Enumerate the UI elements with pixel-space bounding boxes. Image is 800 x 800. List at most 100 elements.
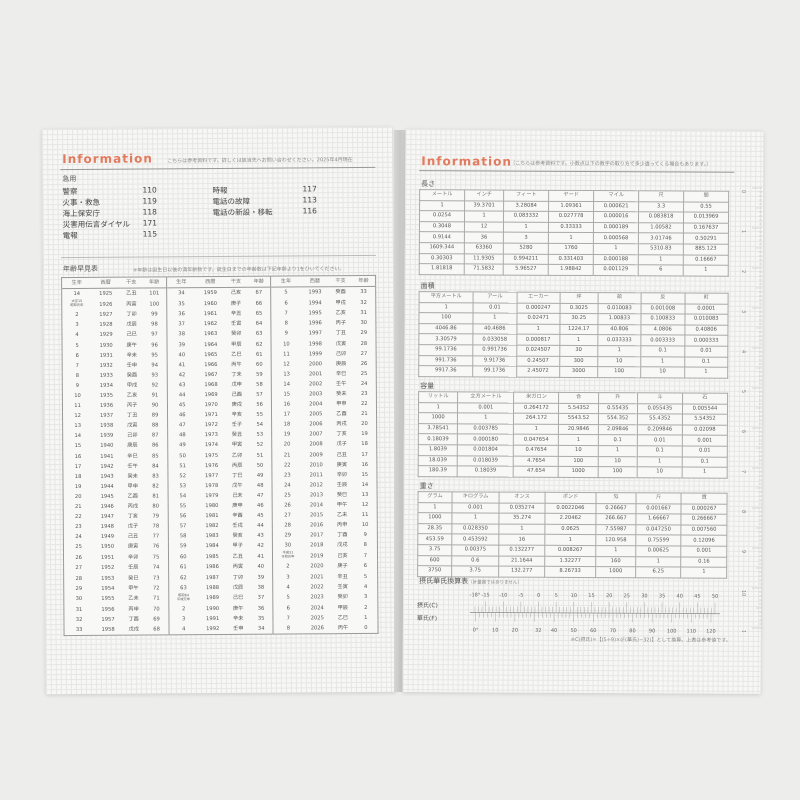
table-cell: 1946 [100,503,114,510]
table-cell: 1985 [205,553,219,561]
table-cell: 2018 [310,542,324,549]
table-cell: 昭和64 平成元年 [168,592,199,605]
table-cell: 1 [593,243,639,255]
celsius-tick-label: 10 [571,593,577,599]
table-cell: 10 [597,456,638,467]
table-cell: 101 [149,290,160,297]
table-cell: 0.008267 [544,545,596,557]
table-cell: 81 [152,493,159,500]
table-cell: 丁卯 [232,574,244,581]
table-cell: 1931 [99,352,113,359]
table-cell: 丙戌 [127,503,139,510]
table-cell: 14 [74,433,82,440]
table-cell: 庚子 [337,563,348,570]
table-cell: 庚午 [232,605,244,612]
table-cell: 戊戌 [128,626,139,633]
column-header: ヤード [548,190,594,202]
table-cell: 丁卯 [126,311,137,318]
table-cell: 5280 [503,243,549,254]
table-cell: 1950 [100,544,115,551]
fahrenheit-label: 華氏(F) [417,614,437,622]
table-cell: 乙丑 [126,290,137,297]
fahrenheit-tick-label: 70 [610,628,616,634]
column-header: 米ガロン [513,392,560,403]
table-cell: 4 [363,583,368,590]
table-cell: 10 [558,445,598,457]
table-cell: 1 [635,556,682,568]
table-cell: 0.16 [681,556,727,568]
table-cell: 41 [166,359,197,371]
table-cell: 辛巳 [127,453,138,460]
table-cell: 1952 [101,565,115,572]
table-cell: 3.3 [638,201,684,213]
table-cell: 0.6 [451,555,499,567]
fahrenheit-tick-label: 110 [687,629,697,635]
table-cell: 0.01 [637,435,683,446]
table-cell: 1979 [205,492,219,500]
table-cell: 0.40806 [684,324,728,336]
table-cell: 16 [271,399,302,410]
table-cell: 1944 [100,483,114,490]
table-cell: 1 [638,254,684,266]
table-cell: 45 [257,512,264,519]
table-cell: 32 [75,616,83,623]
table-cell: 10 [74,392,81,399]
table-cell: 0.331403 [548,253,594,265]
table-cell: 3.75 [451,565,499,577]
column-header: フィート [503,190,549,201]
table-cell: 96 [151,341,158,348]
table-cell: 12 [464,221,504,233]
table-cell: 2017 [310,532,324,539]
table-cell: 13 [361,491,369,498]
table-cell: 1 [419,200,465,212]
table-cell: 戊戌 [337,542,348,549]
emergency-list: 警察 110 火事・救急 119 海上保安庁 118 災害用伝言ダイヤル 171 電報 115 時報… [42,127,392,240]
table-cell: 59 [168,541,198,552]
table-cell: 120.958 [595,534,636,546]
table-cell: 丙午 [231,361,242,368]
celsius-tick-label: -15 [482,592,490,598]
table-cell: 39 [257,574,265,581]
table-cell: 0.1 [682,456,728,468]
table-cell: 8 [273,623,304,635]
table-cell: 甲寅 [231,442,243,449]
column-header: 西暦 [91,277,121,289]
table-cell: 30 [559,345,598,357]
table-cell: 1.98842 [548,264,594,276]
table-cell: 0.264172 [513,402,559,414]
celsius-tick-label: 40 [677,593,683,599]
table-cell: 16 [499,534,545,546]
table-cell: 乙酉 [336,411,347,418]
table-cell: 2.45072 [516,366,560,378]
celsius-tick-label: 15 [588,593,594,599]
table-cell: 乙亥 [335,310,346,317]
table-cell: 5 [273,592,303,604]
table-cell: 97 [151,331,158,338]
celsius-tick-label: -5 [518,593,523,599]
table-cell: 264.172 [513,413,559,425]
table-cell: 24 [75,534,82,541]
table-cell: 11 [271,348,302,360]
table-cell: 49 [256,472,264,479]
table-cell: 0.02471 [516,313,560,325]
table-cell: 1972 [204,422,218,429]
table-cell: 己丑 [127,533,139,540]
table-cell: 99 [151,311,158,318]
table-cell: 9 [75,382,80,389]
table-cell: 0.001008 [641,303,685,315]
table-cell: 戊申 [231,381,242,388]
table-cell: 32 [360,299,367,306]
table-cell: 1993 [308,289,322,296]
table-cell: 0.000188 [593,254,639,265]
table-cell: 554.352 [598,413,638,425]
ruler-label: 7 [740,470,746,473]
table-cell: 885.123 [683,243,729,255]
table-cell: 丁丑 [335,330,347,337]
table-cell: 48 [167,430,198,441]
table-cell: 21 [361,411,368,418]
emergency-number: 171 [142,218,158,228]
table-cell: 57 [167,521,198,532]
table-cell: 0.028350 [451,523,500,535]
table-cell: 1 [418,402,458,414]
table-cell: 壬戌 [232,523,243,530]
